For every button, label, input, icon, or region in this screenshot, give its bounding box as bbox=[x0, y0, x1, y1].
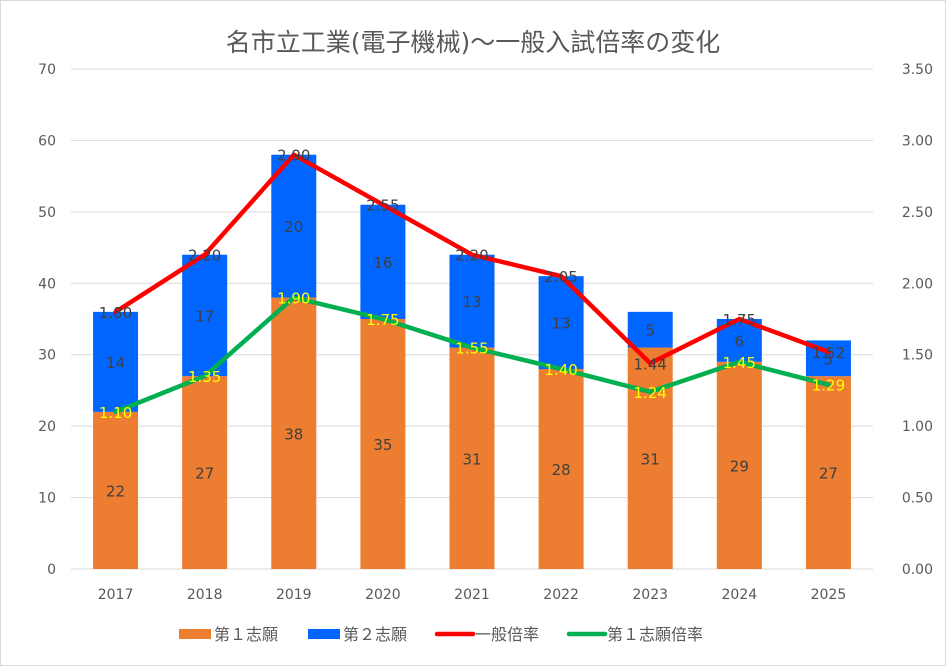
line-data-label: 1.80 bbox=[99, 304, 132, 322]
lines: 1.80 2.20 2.90 2.55 2.20 2.05 1.44 1.75 1.52 1.10… bbox=[99, 147, 845, 422]
x-tick-label: 2024 bbox=[722, 587, 758, 603]
legend-label: 一般倍率 bbox=[475, 625, 539, 644]
right-tick-label: 0.50 bbox=[902, 491, 933, 507]
x-tick-label: 2017 bbox=[98, 587, 134, 603]
line-data-label: 1.75 bbox=[723, 311, 756, 329]
bar-second-choice bbox=[360, 204, 406, 319]
line-data-label: 1.44 bbox=[634, 355, 667, 373]
x-tick-label: 2025 bbox=[811, 587, 847, 603]
x-tick-label: 2022 bbox=[543, 587, 579, 603]
bar-first-choice bbox=[538, 369, 584, 569]
left-axis-ticks: 0 10 20 30 40 50 60 70 bbox=[38, 62, 56, 578]
bar-first-choice bbox=[716, 361, 762, 569]
bar-data-label: 13 bbox=[462, 293, 481, 311]
bar-second-choice bbox=[93, 311, 139, 412]
right-tick-label: 0.00 bbox=[902, 562, 933, 578]
legend: 第１志願 第２志願 一般倍率 第１志願倍率 bbox=[179, 625, 703, 644]
x-tick-label: 2020 bbox=[365, 587, 401, 603]
line-data-label: 1.75 bbox=[366, 311, 399, 329]
bar-first-choice bbox=[805, 376, 851, 569]
line-first-choice-ratio bbox=[113, 295, 831, 415]
bar-first-choice bbox=[449, 347, 495, 569]
line-data-label: 1.10 bbox=[99, 404, 132, 422]
right-axis-ticks: 0.00 0.50 1.00 1.50 2.00 2.50 3.00 3.50 bbox=[902, 62, 933, 578]
bars: 22 14 27 17 38 20 35 16 31 13 28 13 31 5 29 6 27 5 bbox=[93, 154, 851, 569]
right-tick-label: 1.50 bbox=[902, 348, 933, 364]
line-data-label: 2.55 bbox=[366, 197, 399, 215]
x-tick-label: 2021 bbox=[454, 587, 490, 603]
line-data-label: 1.90 bbox=[277, 290, 310, 308]
bar-data-label: 16 bbox=[373, 254, 392, 272]
legend-item: 第２志願 bbox=[308, 625, 407, 644]
bar-data-label: 22 bbox=[106, 482, 125, 500]
left-tick-label: 30 bbox=[38, 348, 56, 364]
line-data-label: 1.35 bbox=[188, 368, 221, 386]
right-tick-label: 2.00 bbox=[902, 276, 933, 292]
x-axis-ticks: 2017 2018 2019 2020 2021 2022 2023 2024 2025 bbox=[98, 587, 847, 603]
line-data-label: 2.05 bbox=[544, 268, 577, 286]
bar-second-choice bbox=[271, 154, 317, 298]
bar-data-label: 13 bbox=[552, 315, 571, 333]
x-tick-label: 2023 bbox=[632, 587, 668, 603]
legend-item: 一般倍率 bbox=[434, 625, 539, 644]
bar-second-choice bbox=[449, 254, 495, 348]
line-data-label: 2.20 bbox=[188, 247, 221, 265]
legend-item: 第１志願 bbox=[179, 625, 278, 644]
left-tick-label: 20 bbox=[38, 419, 56, 435]
legend-swatch bbox=[308, 629, 340, 639]
left-tick-label: 10 bbox=[38, 491, 56, 507]
line-data-label: 1.52 bbox=[812, 344, 845, 362]
line-general-ratio bbox=[113, 152, 831, 366]
line-data-label: 1.40 bbox=[544, 361, 577, 379]
left-tick-label: 70 bbox=[38, 62, 56, 78]
bar-first-choice bbox=[360, 319, 406, 569]
right-tick-label: 3.50 bbox=[902, 62, 933, 78]
x-tick-label: 2018 bbox=[187, 587, 223, 603]
bar-first-choice bbox=[182, 376, 228, 569]
line-data-label: 2.90 bbox=[277, 147, 310, 165]
bar-second-choice bbox=[182, 254, 228, 377]
left-tick-label: 60 bbox=[38, 133, 56, 149]
bar-data-label: 6 bbox=[735, 332, 745, 350]
bar-second-choice bbox=[627, 311, 673, 348]
line-data-label: 1.55 bbox=[455, 340, 488, 358]
bar-data-label: 28 bbox=[552, 461, 571, 479]
right-tick-label: 1.00 bbox=[902, 419, 933, 435]
bar-data-label: 27 bbox=[819, 465, 838, 483]
line-data-label: 1.24 bbox=[634, 384, 667, 402]
line-data-label: 1.45 bbox=[723, 354, 756, 372]
legend-swatch bbox=[179, 629, 211, 639]
bar-data-label: 17 bbox=[195, 307, 214, 325]
legend-label: 第１志願 bbox=[214, 625, 278, 644]
left-tick-label: 50 bbox=[38, 205, 56, 221]
left-tick-label: 40 bbox=[38, 276, 56, 292]
legend-label: 第１志願倍率 bbox=[607, 625, 703, 644]
bar-data-label: 38 bbox=[284, 425, 303, 443]
chart-title: 名市立工業(電子機械)〜一般入試倍率の変化 bbox=[226, 28, 721, 57]
bar-data-label: 29 bbox=[730, 457, 749, 475]
right-tick-label: 3.00 bbox=[902, 133, 933, 149]
bar-data-label: 35 bbox=[373, 436, 392, 454]
left-tick-label: 0 bbox=[47, 562, 56, 578]
bar-data-label: 14 bbox=[106, 354, 125, 372]
bar-data-label: 5 bbox=[824, 350, 834, 368]
x-tick-label: 2019 bbox=[276, 587, 312, 603]
bar-data-label: 31 bbox=[641, 450, 660, 468]
legend-label: 第２志願 bbox=[343, 625, 407, 644]
right-tick-label: 2.50 bbox=[902, 205, 933, 221]
legend-item: 第１志願倍率 bbox=[566, 625, 703, 644]
line-data-label: 1.29 bbox=[812, 377, 845, 395]
bar-data-label: 27 bbox=[195, 465, 214, 483]
bar-first-choice bbox=[271, 297, 317, 569]
line-data-label: 2.20 bbox=[455, 247, 488, 265]
bar-data-label: 31 bbox=[462, 450, 481, 468]
bar-data-label: 20 bbox=[284, 218, 303, 236]
bar-data-label: 5 bbox=[645, 322, 655, 340]
bar-first-choice bbox=[93, 411, 139, 569]
